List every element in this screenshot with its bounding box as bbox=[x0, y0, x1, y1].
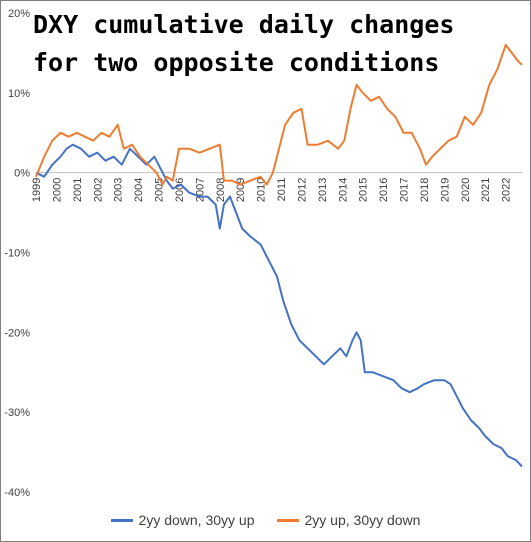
series-line-2yy-down-30yy-up bbox=[35, 143, 523, 468]
x-tick-label: 2014 bbox=[337, 178, 349, 202]
y-tick-label: -10% bbox=[4, 248, 30, 260]
legend-label: 2yy down, 30yy up bbox=[138, 512, 255, 528]
series-line-2yy-up-30yy-down bbox=[35, 43, 523, 186]
x-tick-label: 2022 bbox=[501, 178, 513, 202]
x-tick-label: 2006 bbox=[174, 178, 186, 202]
x-tick-label: 2015 bbox=[358, 178, 370, 202]
x-tick-label: 2017 bbox=[399, 178, 411, 202]
legend-item-2yy-down-30yy-up: 2yy down, 30yy up bbox=[110, 512, 255, 528]
x-tick-label: 2018 bbox=[419, 178, 431, 202]
chart-title: DXY cumulative daily changes for two opp… bbox=[33, 6, 473, 82]
y-tick-label: -20% bbox=[4, 327, 30, 339]
x-tick-label: 2002 bbox=[92, 178, 104, 202]
x-tick-label: 2009 bbox=[235, 178, 247, 202]
legend-swatch-orange bbox=[276, 518, 299, 522]
x-tick-label: 2020 bbox=[460, 178, 472, 202]
x-tick-label: 2007 bbox=[194, 178, 206, 202]
y-tick-label: -40% bbox=[4, 487, 30, 499]
y-tick-label: -30% bbox=[4, 407, 30, 419]
x-tick-label: 2010 bbox=[256, 178, 268, 202]
x-tick-label: 1999 bbox=[31, 178, 43, 202]
x-tick-label: 2004 bbox=[133, 178, 145, 202]
legend: 2yy down, 30yy up 2yy up, 30yy down bbox=[0, 508, 531, 532]
x-tick-label: 2001 bbox=[72, 178, 84, 202]
x-tick-label: 2016 bbox=[378, 178, 390, 202]
legend-label: 2yy up, 30yy down bbox=[304, 512, 421, 528]
x-tick-label: 2021 bbox=[480, 178, 492, 202]
x-tick-label: 2008 bbox=[215, 178, 227, 202]
x-tick-label: 2011 bbox=[276, 178, 288, 202]
x-tick-label: 2019 bbox=[439, 178, 451, 202]
y-tick-label: 20% bbox=[8, 8, 30, 20]
legend-swatch-blue bbox=[110, 518, 133, 522]
y-tick-label: 10% bbox=[8, 88, 30, 100]
x-tick-label: 2000 bbox=[51, 178, 63, 202]
x-tick-label: 2012 bbox=[296, 178, 308, 202]
x-tick-label: 2003 bbox=[113, 178, 125, 202]
x-tick-label: 2013 bbox=[317, 178, 329, 202]
legend-item-2yy-up-30yy-down: 2yy up, 30yy down bbox=[276, 512, 421, 528]
y-tick-label: 0% bbox=[14, 168, 30, 180]
